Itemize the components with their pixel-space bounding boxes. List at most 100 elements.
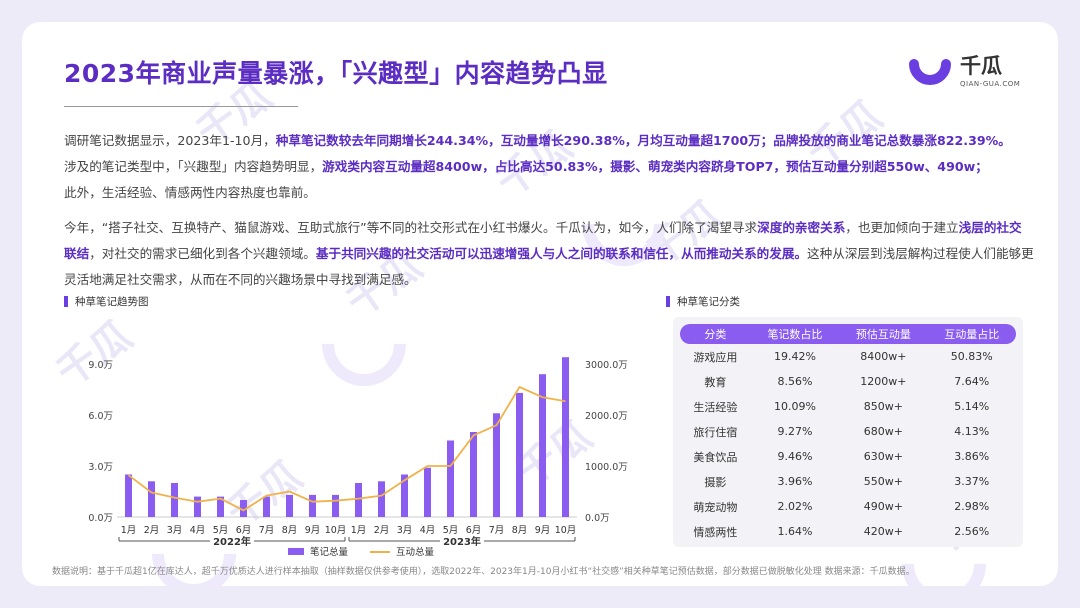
table-header-cell: 分类 [680,324,751,344]
bar [125,474,132,517]
table-cell: 19.42% [773,350,816,363]
x-tick-label: 1月 [351,525,367,536]
left-axis-tick-label: 0.0万 [88,513,113,524]
table-cell: 美食饮品 [693,450,738,464]
table-cell: 680w+ [863,425,903,438]
table-cell: 2.02% [777,500,813,513]
table-cell: 3.86% [954,450,990,463]
footer-note: 数据说明：基于千瓜超1亿在库达人，超千万优质达人进行样本抽取（抽样数据仅供参考使… [52,567,915,577]
x-tick-label: 5月 [213,525,229,536]
right-axis-tick-label: 1000.0万 [585,462,628,473]
x-tick-label: 2月 [144,525,160,536]
paragraph-1: 调研笔记数据显示，2023年1-10月，种草笔记数较去年同期增长244.34%，… [64,128,1034,206]
table-header-row: 分类 笔记数占比 预估互动量 互动量占比 [680,324,1016,344]
table-cell: 摄影 [704,475,727,489]
x-tick-label: 9月 [305,525,321,536]
table-cell: 旅行住宿 [693,425,738,439]
paragraph-highlight: 游戏类内容互动量超8400w，占比高达50.83%，摄影、萌宠类内容跻身TOP7… [322,159,988,174]
paragraph-text: 今年，“搭子社交、互换特产、猫鼠游戏、互助式旅行”等不同的社交形式在小红书爆火。… [64,220,758,235]
group-label: 2023年 [443,535,481,548]
table-header-cell: 笔记数占比 [750,324,840,344]
table-cell: 9.27% [777,425,813,438]
logo-mark-icon [909,59,951,85]
slide-card: 千瓜 千瓜 千瓜 千瓜 千瓜 千瓜 千瓜 千瓜 千瓜 千瓜 2023年商业声量暴… [22,22,1058,586]
section-marker [64,296,68,307]
paragraph-highlight: 基于共同兴趣的社交活动可以迅速增强人与人之间的联系和信任，从而推动关系的发展。 [315,246,808,261]
table-section-title: 种草笔记分类 [666,294,740,309]
table-cell: 8400w+ [860,350,907,363]
paragraph-text: ，也更加倾向于建立 [845,220,959,235]
bar [355,483,362,517]
bar [332,494,339,517]
bar [171,483,178,517]
paragraph-highlight: 浅层的社交联结 [64,220,1022,261]
x-tick-label: 9月 [535,525,551,536]
bar [240,500,247,517]
logo-text: 千瓜 [960,54,1002,78]
right-axis-tick-label: 0.0万 [585,513,610,524]
table-cell: 50.83% [950,350,993,363]
table-cell: 8.56% [777,375,813,388]
x-tick-label: 7月 [259,525,275,536]
legend-label: 笔记总量 [310,546,349,558]
chart-section-label: 种草笔记趋势图 [75,296,149,308]
table-cell: 1200w+ [860,375,907,388]
table-cell: 850w+ [863,400,903,413]
right-axis-tick-label: 2000.0万 [585,411,628,422]
table-row: 美食饮品 9.46% 630w+ 3.86% [680,444,1016,469]
legend-bar-swatch [288,548,304,555]
paragraph-2: 今年，“搭子社交、互换特产、猫鼠游戏、互助式旅行”等不同的社交形式在小红书爆火。… [64,215,1034,293]
table-cell: 630w+ [863,450,903,463]
table-cell: 教育 [704,375,727,389]
table-cell: 490w+ [863,500,903,513]
table-cell: 550w+ [863,475,903,488]
x-tick-label: 10月 [325,525,347,536]
table-cell: 9.46% [777,450,813,463]
table-cell: 10.09% [773,400,816,413]
right-axis-tick-label: 3000.0万 [585,360,628,371]
chart-section-title: 种草笔记趋势图 [64,294,149,309]
bar [217,496,224,517]
table-cell: 4.13% [954,425,990,438]
logo: 千瓜 QIAN-GUA.COM [908,50,1028,98]
x-tick-label: 10月 [555,525,577,536]
x-tick-label: 7月 [489,525,505,536]
table-body: 游戏应用 19.42% 8400w+ 50.83% 教育 8.56% 1200w+ 7.64%… [680,344,1016,544]
paragraph-highlight: 深度的亲密关系 [757,220,846,235]
bar [447,440,454,517]
table-cell: 游戏应用 [693,350,738,364]
bar [401,474,408,517]
x-tick-label: 4月 [190,525,206,536]
x-tick-label: 6月 [466,525,482,536]
left-axis-tick-label: 9.0万 [88,360,113,371]
bar [309,494,316,517]
x-tick-label: 2月 [374,525,390,536]
x-tick-label: 6月 [236,525,252,536]
left-axis-tick-label: 3.0万 [88,462,113,473]
table-cell: 1.64% [777,525,813,538]
paragraph-text: ，对社交的需求已细化到各个兴趣领域。 [89,246,316,261]
table-cell: 7.64% [954,375,990,388]
bar [562,357,569,517]
bar [263,496,270,517]
table-header-cell: 预估互动量 [839,324,928,344]
table-cell: 5.14% [954,400,990,413]
table-row: 萌宠动物 2.02% 490w+ 2.98% [680,494,1016,519]
bar [470,432,477,517]
table-row: 游戏应用 19.42% 8400w+ 50.83% [680,344,1016,369]
bar [493,413,500,517]
x-tick-label: 1月 [121,525,137,536]
bar [286,494,293,517]
table-cell: 萌宠动物 [693,500,738,514]
table-cell: 情感两性 [693,525,738,539]
bar [424,467,431,517]
bar [148,481,155,517]
left-axis-tick-label: 6.0万 [88,411,113,422]
table-row: 旅行住宿 9.27% 680w+ 4.13% [680,419,1016,444]
title-underline [64,106,298,107]
line-series [127,386,566,512]
paragraph-text: 这种从深层到浅层解构过程使人们能够更灵活地满足社交需求，从而在不同的兴趣场景中寻… [64,246,1034,287]
x-tick-label: 3月 [167,525,183,536]
paragraph-text: 此外，生活经验、情感两性内容热度也靠前。 [64,185,316,200]
table-cell: 2.56% [954,525,990,538]
